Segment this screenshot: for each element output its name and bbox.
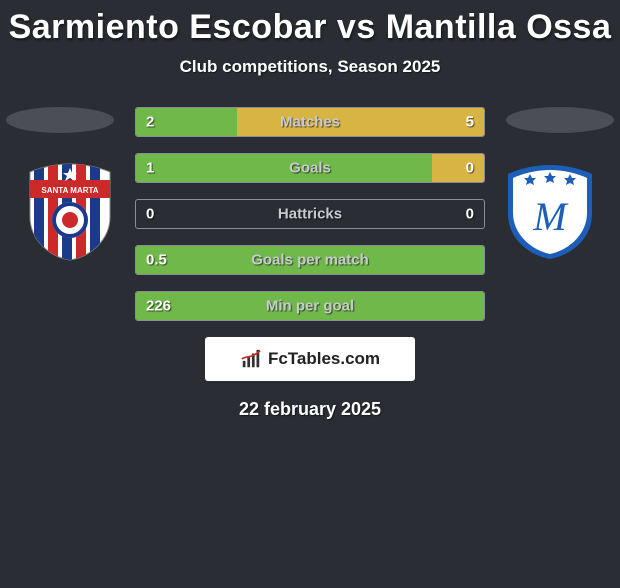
footer-date: 22 february 2025 xyxy=(0,399,620,420)
stat-rows: 2 Matches 5 1 Goals 0 0 Hattricks 0 0.5 Goals per … xyxy=(135,107,485,321)
brand-box: FcTables.com xyxy=(205,337,415,381)
oval-shadow-left xyxy=(6,107,114,133)
stat-bar-right xyxy=(237,108,484,136)
stat-value-left: 0 xyxy=(146,206,154,223)
stats-area: SANTA MARTA M 2 Matches 5 1 Goals 0 0 Hattricks… xyxy=(0,107,620,321)
team-badge-right: M xyxy=(500,162,600,262)
stat-label: Goals per match xyxy=(251,252,369,269)
stat-value-left: 2 xyxy=(146,114,154,131)
oval-shadow-right xyxy=(506,107,614,133)
stat-row: 226 Min per goal xyxy=(135,291,485,321)
page-subtitle: Club competitions, Season 2025 xyxy=(0,57,620,77)
stat-row: 0 Hattricks 0 xyxy=(135,199,485,229)
chart-bars-icon xyxy=(240,348,262,370)
stat-value-right: 0 xyxy=(466,206,474,223)
stat-value-left: 1 xyxy=(146,160,154,177)
stat-label: Hattricks xyxy=(278,206,342,223)
page-title: Sarmiento Escobar vs Mantilla Ossa xyxy=(0,8,620,47)
stat-bar-right xyxy=(432,154,484,182)
stat-row: 2 Matches 5 xyxy=(135,107,485,137)
stat-label: Goals xyxy=(289,160,331,177)
brand-text: FcTables.com xyxy=(268,349,380,369)
stat-label: Min per goal xyxy=(266,298,354,315)
svg-text:M: M xyxy=(532,194,569,239)
stat-row: 1 Goals 0 xyxy=(135,153,485,183)
svg-text:SANTA MARTA: SANTA MARTA xyxy=(41,186,98,195)
stat-value-right: 0 xyxy=(466,160,474,177)
team-badge-left: SANTA MARTA xyxy=(20,162,120,262)
stat-value-right: 5 xyxy=(466,114,474,131)
stat-value-left: 226 xyxy=(146,298,171,315)
stat-row: 0.5 Goals per match xyxy=(135,245,485,275)
stat-label: Matches xyxy=(280,114,340,131)
stat-value-left: 0.5 xyxy=(146,252,167,269)
